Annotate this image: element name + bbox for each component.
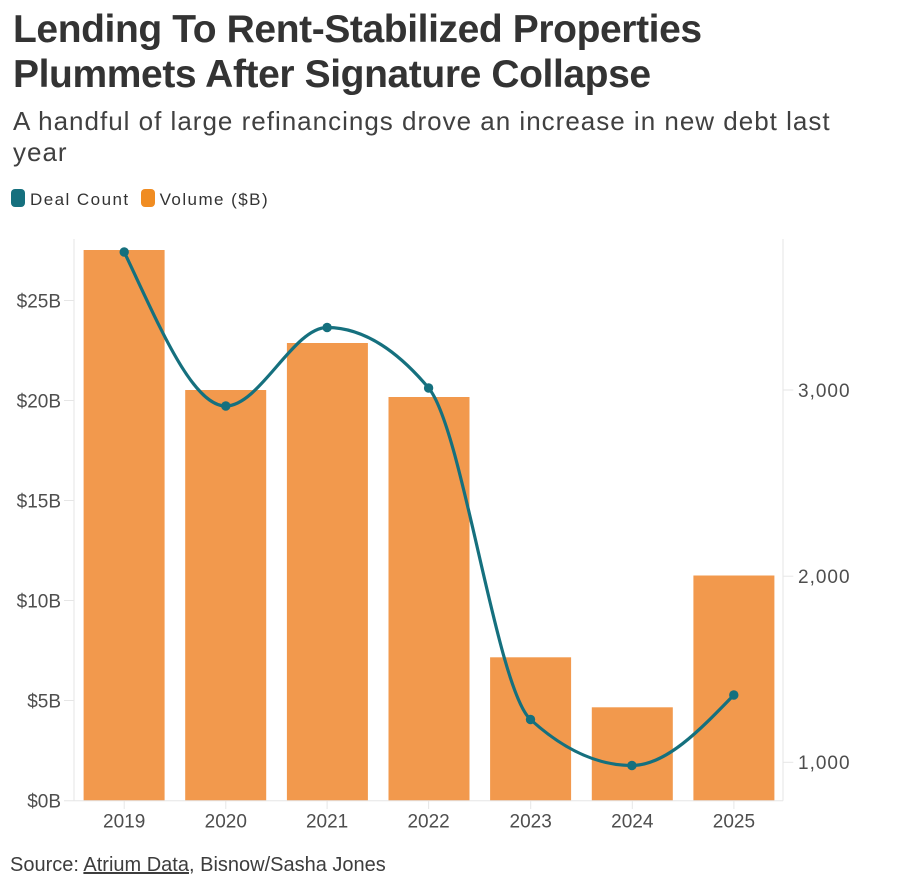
- svg-text:2023: 2023: [510, 812, 552, 833]
- svg-text:2025: 2025: [713, 812, 755, 833]
- svg-text:2,000: 2,000: [798, 567, 851, 588]
- svg-text:1,000: 1,000: [798, 753, 851, 774]
- svg-text:2019: 2019: [103, 812, 145, 833]
- svg-text:$5B: $5B: [27, 691, 61, 712]
- svg-text:$25B: $25B: [17, 291, 61, 312]
- svg-text:$10B: $10B: [17, 591, 61, 612]
- svg-text:2021: 2021: [306, 812, 348, 833]
- svg-text:$20B: $20B: [17, 391, 61, 412]
- svg-text:$15B: $15B: [17, 491, 61, 512]
- svg-text:2024: 2024: [611, 812, 654, 833]
- svg-text:2022: 2022: [407, 812, 449, 833]
- svg-text:$0B: $0B: [27, 791, 61, 812]
- svg-text:2020: 2020: [205, 812, 247, 833]
- svg-text:3,000: 3,000: [798, 381, 851, 402]
